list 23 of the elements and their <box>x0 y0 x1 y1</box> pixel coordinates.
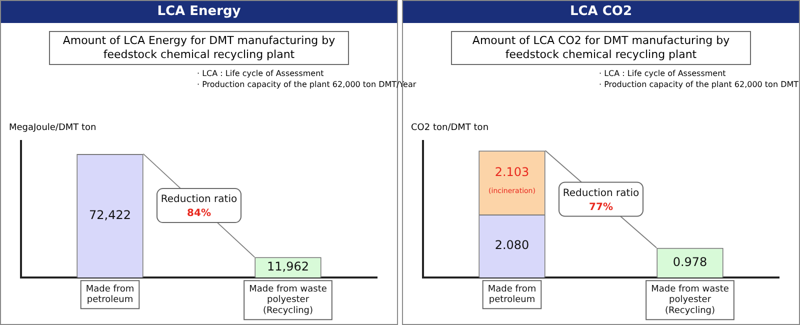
annotation: 77% <box>589 202 613 213</box>
annotation: Reduction ratio <box>160 194 238 206</box>
data-label: 72,422 <box>89 208 131 222</box>
text: · Production capacity of the plant 62,000 ton DMT <box>599 79 799 90</box>
y-axis-title: MegaJoule/DMT ton <box>9 123 96 133</box>
data-label: 2.080 <box>494 238 530 252</box>
text: · LCA : Life cycle of Assessment <box>197 68 325 79</box>
data-label: 11,962 <box>267 260 309 274</box>
text: · LCA : Life cycle of Assessment <box>599 68 727 79</box>
data-label: 0.978 <box>672 254 708 269</box>
text: · Production capacity of the plant 62,000 ton DMT/Year <box>197 79 416 90</box>
chart-subtitle: LCA Energy <box>1 1 397 23</box>
chart-title: Amount of LCA Energy for DMT manufacturing by feedstock chemical recycling plant <box>49 31 349 65</box>
data-label: 2.103 <box>494 165 530 180</box>
chart-title: Amount of LCA CO2 for DMT manufacturing by feedstock chemical recycling plant <box>451 31 751 65</box>
x-tick-label: Made from petroleum <box>86 284 134 306</box>
annotation: Reduction ratio <box>562 188 640 199</box>
x-tick-label: Made from waste polyester (Recycling) <box>249 284 328 316</box>
y-axis-title: CO2 ton/DMT ton <box>411 123 489 133</box>
chart-subtitle: LCA CO2 <box>403 1 799 23</box>
x-tick-label: Made from waste polyester (Recycling) <box>651 284 730 316</box>
annotation: 84% <box>187 208 211 220</box>
x-tick-label: Made from petroleum <box>488 284 536 306</box>
